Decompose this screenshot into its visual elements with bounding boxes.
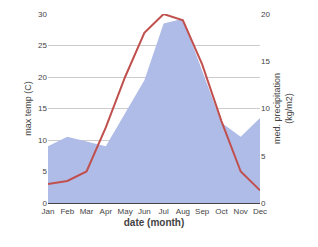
svg-text:Sep: Sep: [195, 207, 210, 216]
svg-text:Nov: Nov: [234, 207, 248, 216]
svg-text:Oct: Oct: [215, 207, 228, 216]
svg-text:5: 5: [43, 167, 48, 176]
svg-text:Jun: Jun: [138, 207, 151, 216]
svg-text:20: 20: [38, 73, 47, 82]
svg-text:Jan: Jan: [42, 207, 55, 216]
svg-text:Apr: Apr: [100, 207, 113, 216]
svg-text:Mar: Mar: [80, 207, 94, 216]
svg-text:25: 25: [38, 41, 47, 50]
svg-text:15: 15: [38, 104, 47, 113]
svg-text:5: 5: [261, 152, 266, 161]
svg-text:Aug: Aug: [176, 207, 190, 216]
svg-text:Jul: Jul: [159, 207, 169, 216]
svg-text:med. precipitation(kg/m2): med. precipitation(kg/m2): [272, 73, 294, 144]
svg-text:10: 10: [38, 136, 47, 145]
svg-text:0: 0: [43, 199, 48, 208]
svg-text:30: 30: [38, 10, 47, 19]
svg-text:0: 0: [261, 199, 266, 208]
svg-text:date (month): date (month): [124, 217, 185, 228]
svg-text:Dec: Dec: [253, 207, 267, 216]
svg-text:Feb: Feb: [60, 207, 74, 216]
svg-text:20: 20: [261, 10, 270, 19]
svg-text:May: May: [118, 207, 133, 216]
svg-text:10: 10: [261, 104, 270, 113]
svg-text:15: 15: [261, 57, 270, 66]
svg-text:max temp (C): max temp (C): [23, 81, 33, 136]
